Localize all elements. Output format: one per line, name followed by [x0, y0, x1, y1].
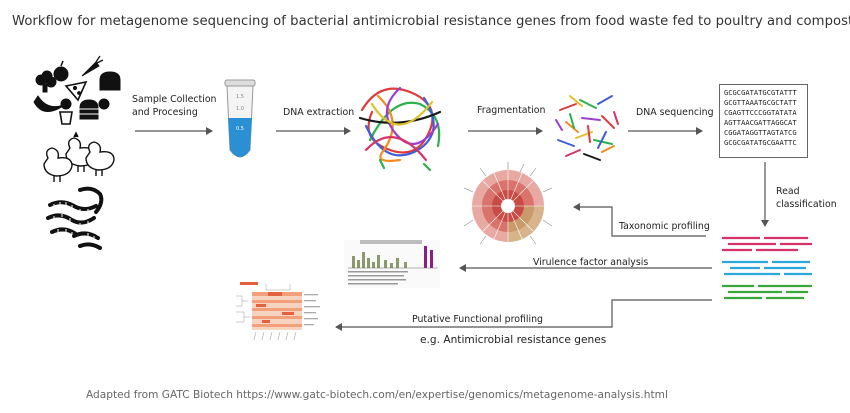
food-icon	[33, 55, 121, 125]
sequence-line: AGTTAACGATTAGGCAT	[724, 118, 797, 127]
sequence-box: GCGCGATATGCGTATTT GCGTTAAATGCGCTATT CGAG…	[719, 84, 808, 158]
sequence-line: CGGATAGGTTAGTATCG	[724, 128, 797, 137]
dna-tangle-icon	[358, 86, 442, 172]
label-fragmentation: Fragmentation	[477, 105, 546, 116]
label-dna-extraction: DNA extraction	[283, 107, 355, 118]
chicken-icon	[43, 131, 115, 182]
heatmap-icon	[236, 282, 320, 341]
label-virulence-factor-analysis: Virulence factor analysis	[533, 257, 649, 268]
tube-label-3: 0.5	[236, 126, 244, 132]
sequence-line: GCGCGATATGCGAATTC	[724, 138, 797, 147]
bar-chart-icon	[344, 240, 440, 288]
label-read-classification-line2: classification	[776, 199, 837, 210]
sequence-line: CGAGTTCCCGGTATATA	[724, 108, 797, 117]
dna-fragments-icon	[555, 95, 619, 161]
label-read-classification-line1: Read	[776, 186, 800, 197]
label-functional-profiling: Putative Functional profiling	[412, 314, 543, 325]
label-sample-collection-line1: Sample Collection	[132, 94, 217, 105]
label-taxonomic-profiling: Taxonomic profiling	[619, 221, 710, 232]
sunburst-chart-icon	[463, 162, 553, 245]
sequence-line: GCGTTAAATGCGCTATT	[724, 98, 797, 107]
worm-icon	[46, 186, 104, 250]
tube-icon: 1.5 1.0 0.5	[224, 79, 256, 158]
sequence-line: GCGCGATATGCGTATTT	[724, 88, 797, 97]
label-sample-collection-line2: and Procesing	[132, 107, 198, 118]
source-footer: Adapted from GATC Biotech https://www.ga…	[86, 389, 668, 401]
tube-label-2: 1.0	[236, 106, 244, 112]
tube-label-1: 1.5	[236, 94, 244, 100]
diagram-title: Workflow for metagenome sequencing of ba…	[12, 14, 850, 29]
label-amr-example: e.g. Antimicrobial resistance genes	[420, 334, 607, 346]
reads-icon	[722, 236, 812, 300]
label-dna-sequencing: DNA sequencing	[636, 107, 714, 118]
